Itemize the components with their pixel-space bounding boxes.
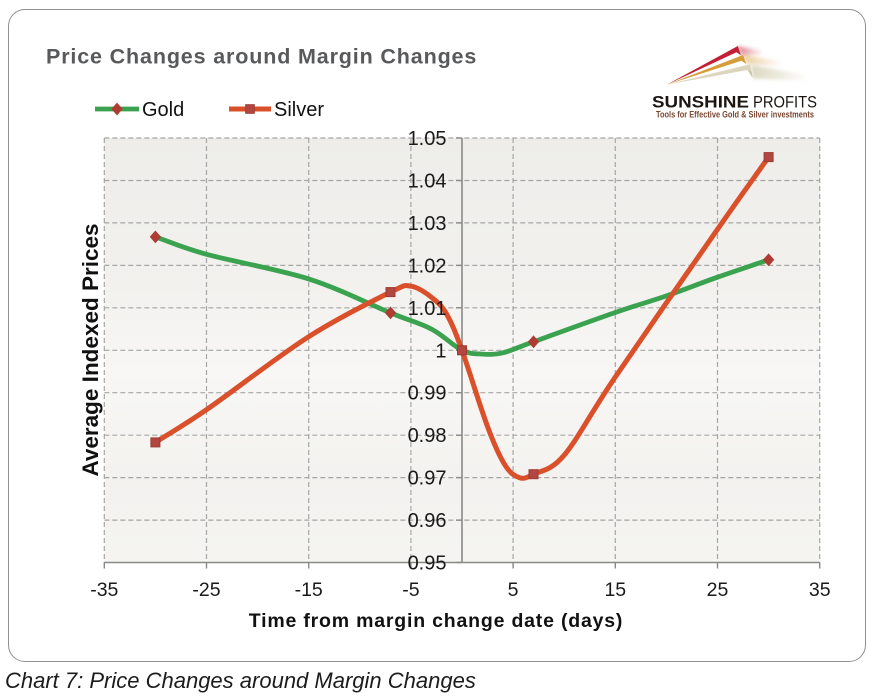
svg-text:-5: -5: [402, 579, 419, 601]
svg-text:0.96: 0.96: [408, 510, 447, 532]
svg-text:1.03: 1.03: [408, 213, 447, 235]
svg-text:25: 25: [707, 579, 729, 601]
svg-text:1.01: 1.01: [408, 298, 447, 320]
svg-text:Average Indexed Prices: Average Indexed Prices: [78, 223, 103, 476]
svg-text:0.95: 0.95: [408, 553, 447, 575]
svg-text:-35: -35: [90, 579, 118, 601]
svg-text:Price Changes around Margin Ch: Price Changes around Margin Changes: [46, 45, 477, 69]
svg-text:-15: -15: [295, 579, 323, 601]
svg-text:0.98: 0.98: [408, 425, 447, 447]
svg-text:Tools for Effective Gold & Sil: Tools for Effective Gold & Silver invest…: [656, 110, 814, 120]
svg-text:PROFITS: PROFITS: [753, 93, 817, 112]
svg-text:1: 1: [435, 340, 446, 362]
svg-text:0.97: 0.97: [408, 468, 447, 490]
svg-text:-25: -25: [192, 579, 220, 601]
svg-text:0.99: 0.99: [408, 383, 447, 405]
svg-text:1.05: 1.05: [408, 128, 447, 150]
svg-text:Time from margin change date (: Time from margin change date (days): [249, 610, 623, 632]
svg-text:1.02: 1.02: [408, 255, 447, 277]
svg-text:Gold: Gold: [142, 99, 184, 121]
svg-text:SUNSHINE: SUNSHINE: [652, 93, 749, 112]
svg-text:15: 15: [604, 579, 626, 601]
svg-text:Silver: Silver: [274, 99, 324, 121]
svg-text:35: 35: [809, 579, 831, 601]
svg-text:5: 5: [508, 579, 519, 601]
svg-text:1.04: 1.04: [408, 171, 447, 193]
